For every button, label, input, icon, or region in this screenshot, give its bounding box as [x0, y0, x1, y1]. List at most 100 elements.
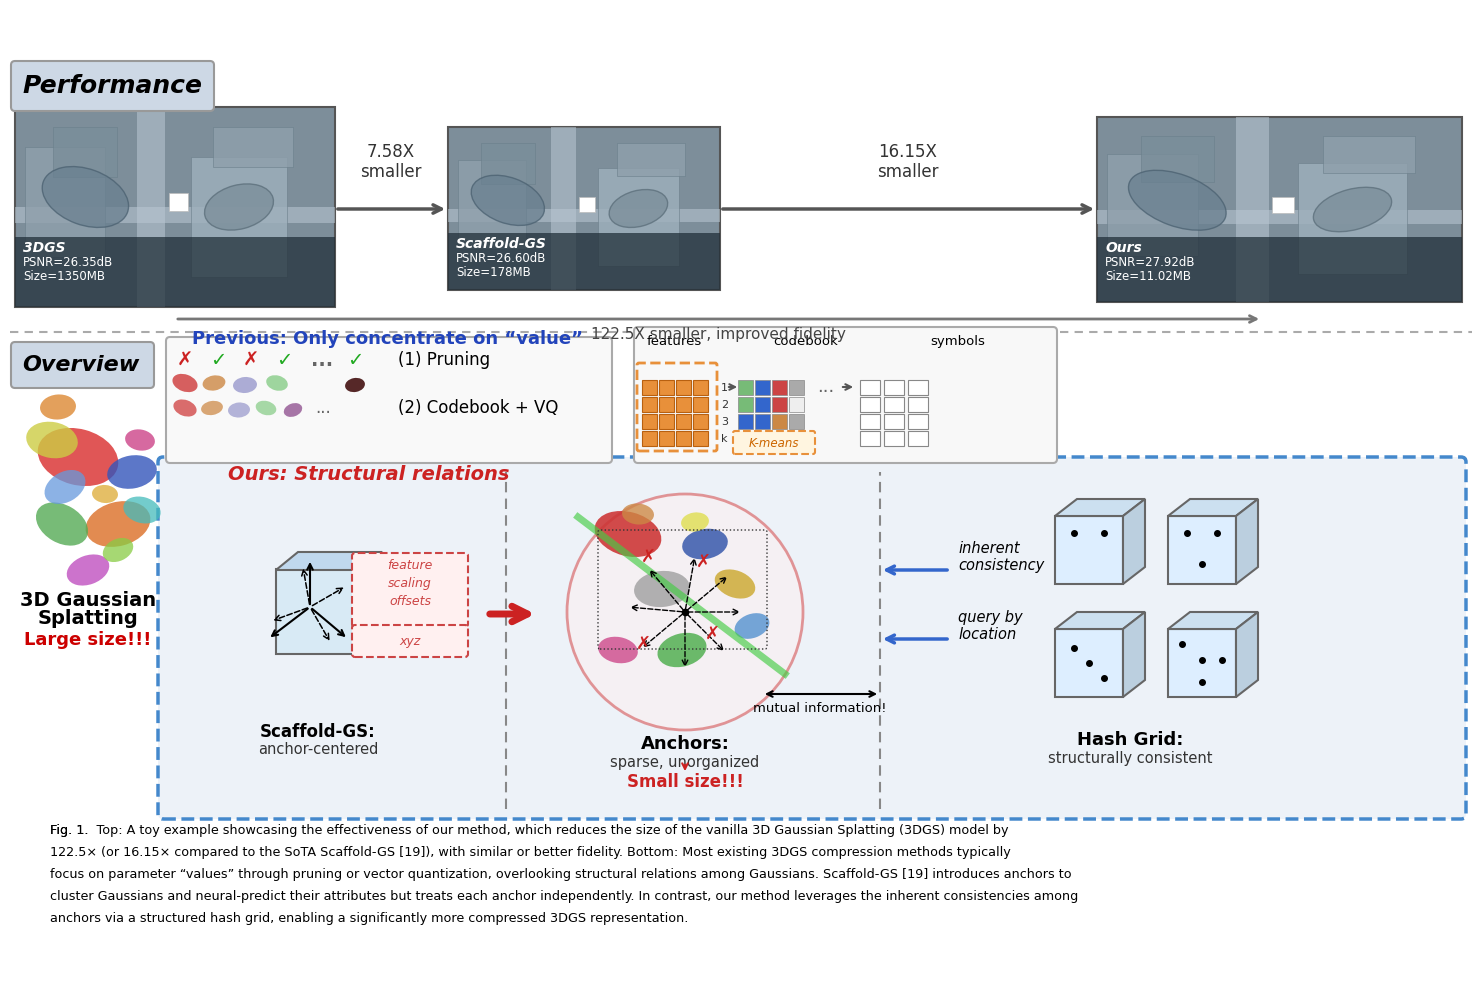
Text: 3D Gaussian: 3D Gaussian: [19, 590, 156, 609]
Ellipse shape: [202, 401, 222, 415]
Ellipse shape: [41, 166, 129, 227]
Bar: [448, 208, 720, 221]
Ellipse shape: [283, 403, 302, 417]
Text: Small size!!!: Small size!!!: [627, 773, 744, 791]
Bar: [1107, 154, 1199, 256]
Text: Fig. 1.  Top: A toy example showcasing the effectiveness of our method, which re: Fig. 1. Top: A toy example showcasing th…: [50, 824, 1008, 837]
Bar: [642, 431, 657, 446]
Ellipse shape: [345, 378, 365, 392]
Ellipse shape: [634, 571, 691, 607]
Text: PSNR=27.92dB: PSNR=27.92dB: [1106, 257, 1196, 270]
Text: Ours: Ours: [1106, 241, 1141, 256]
Text: 2: 2: [720, 400, 728, 410]
Text: Fig. 1.: Fig. 1.: [50, 824, 96, 837]
Ellipse shape: [86, 501, 150, 547]
Text: 1: 1: [722, 383, 728, 393]
Bar: [738, 414, 753, 429]
Text: K-means: K-means: [748, 437, 799, 450]
Bar: [772, 397, 787, 412]
Bar: [1298, 163, 1408, 275]
Bar: [276, 569, 362, 654]
Bar: [659, 431, 674, 446]
Ellipse shape: [735, 613, 769, 639]
Bar: [1141, 135, 1214, 181]
Polygon shape: [1236, 499, 1258, 584]
Bar: [1055, 629, 1123, 697]
Bar: [53, 127, 117, 177]
Text: (2) Codebook + VQ: (2) Codebook + VQ: [399, 399, 559, 417]
Text: Large size!!!: Large size!!!: [24, 631, 151, 649]
Ellipse shape: [1313, 187, 1392, 231]
Bar: [754, 397, 771, 412]
Text: 3: 3: [722, 417, 728, 427]
Bar: [860, 380, 880, 395]
Text: ✗: ✗: [704, 625, 720, 643]
Bar: [448, 232, 720, 290]
Bar: [480, 143, 535, 184]
Ellipse shape: [599, 636, 637, 663]
Text: anchor-centered: anchor-centered: [258, 742, 378, 758]
Text: mutual information!: mutual information!: [753, 701, 886, 714]
Text: xyz: xyz: [399, 634, 421, 647]
Text: Anchors:: Anchors:: [640, 735, 729, 753]
Text: k: k: [722, 434, 728, 444]
Ellipse shape: [609, 189, 668, 227]
Text: ✗: ✗: [695, 553, 710, 571]
Bar: [883, 414, 904, 429]
Ellipse shape: [1128, 170, 1226, 230]
Bar: [694, 414, 708, 429]
Text: PSNR=26.35dB: PSNR=26.35dB: [24, 256, 113, 269]
Text: sparse, unorganized: sparse, unorganized: [611, 755, 760, 770]
Bar: [676, 397, 691, 412]
Ellipse shape: [36, 502, 87, 546]
Bar: [694, 431, 708, 446]
Text: Size=1350MB: Size=1350MB: [24, 270, 105, 283]
Bar: [15, 237, 335, 307]
Bar: [772, 380, 787, 395]
Text: PSNR=26.60dB: PSNR=26.60dB: [456, 252, 547, 265]
Ellipse shape: [107, 455, 157, 489]
Bar: [659, 397, 674, 412]
Bar: [754, 431, 771, 446]
Text: 7.58X
smaller: 7.58X smaller: [360, 142, 422, 181]
Bar: [883, 431, 904, 446]
Ellipse shape: [233, 377, 256, 393]
Text: 3DGS: 3DGS: [24, 241, 65, 255]
Text: feature
scaling
offsets: feature scaling offsets: [387, 559, 433, 608]
Polygon shape: [1123, 499, 1146, 584]
Bar: [908, 397, 928, 412]
Text: Hash Grid:: Hash Grid:: [1077, 731, 1183, 749]
FancyBboxPatch shape: [10, 61, 213, 111]
Bar: [659, 414, 674, 429]
Polygon shape: [1168, 499, 1258, 516]
Ellipse shape: [267, 375, 288, 391]
Bar: [1236, 117, 1269, 302]
Text: 122.5X smaller, improved fidelity: 122.5X smaller, improved fidelity: [590, 327, 845, 342]
Text: query by
location: query by location: [957, 610, 1023, 642]
Text: ✗: ✗: [640, 548, 655, 566]
Text: inherent
consistency: inherent consistency: [957, 541, 1045, 573]
Ellipse shape: [714, 569, 756, 598]
Bar: [642, 397, 657, 412]
Bar: [676, 414, 691, 429]
Bar: [642, 380, 657, 395]
Ellipse shape: [173, 400, 197, 417]
Bar: [1097, 237, 1463, 302]
Ellipse shape: [203, 376, 225, 391]
Ellipse shape: [228, 403, 250, 418]
Bar: [25, 147, 105, 257]
Bar: [754, 380, 771, 395]
Bar: [788, 380, 805, 395]
Bar: [642, 414, 657, 429]
Ellipse shape: [37, 428, 119, 486]
Ellipse shape: [622, 503, 654, 525]
Bar: [1097, 209, 1463, 224]
Bar: [908, 414, 928, 429]
Text: cluster Gaussians and neural-predict their attributes but treats each anchor ind: cluster Gaussians and neural-predict the…: [50, 890, 1079, 903]
Bar: [15, 107, 335, 307]
Ellipse shape: [658, 633, 707, 667]
Ellipse shape: [67, 554, 110, 585]
Text: Ours: Structural relations: Ours: Structural relations: [228, 465, 510, 484]
FancyBboxPatch shape: [634, 327, 1057, 463]
Bar: [676, 380, 691, 395]
